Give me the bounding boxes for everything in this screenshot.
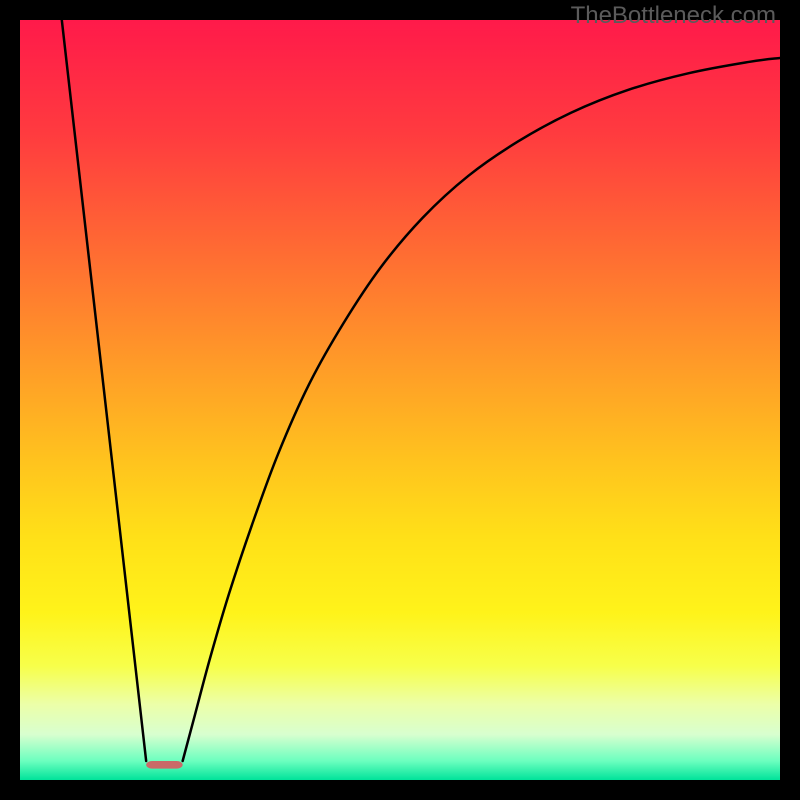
rising-curve (183, 58, 780, 761)
plot-area (20, 20, 780, 780)
bottleneck-marker (146, 761, 182, 769)
watermark-text: TheBottleneck.com (571, 2, 776, 30)
chart-root: TheBottleneck.com (0, 0, 800, 800)
chart-svg (20, 20, 780, 780)
descending-line (62, 20, 146, 761)
gradient-background (20, 20, 780, 780)
